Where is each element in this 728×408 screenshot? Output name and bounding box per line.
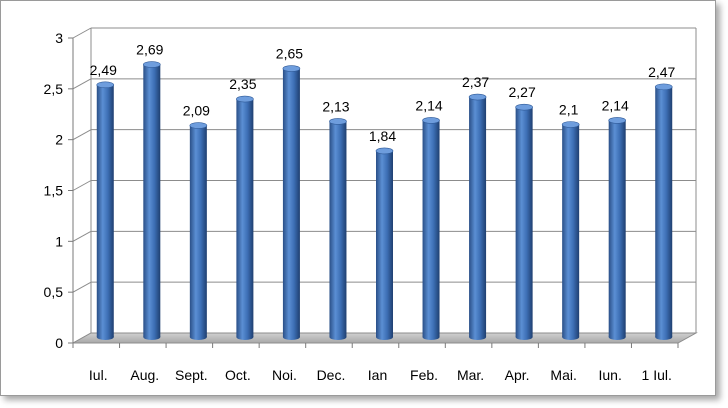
data-label: 1,84 — [369, 128, 396, 144]
bar — [329, 118, 347, 340]
bar-top — [515, 103, 533, 111]
bar-top — [422, 117, 440, 124]
wall-tick — [72, 27, 92, 39]
bar-top — [561, 121, 580, 128]
bar — [236, 95, 254, 340]
x-tick-labels: Iul. Aug. Sept. Oct. Noi. Dec. Ian Feb. Mar. Apr.… — [89, 367, 672, 383]
bar-body — [608, 120, 626, 337]
bar-base — [422, 334, 440, 340]
x-tick-label: Iun. — [599, 367, 622, 383]
bar-top — [329, 118, 347, 125]
bar-top — [236, 95, 254, 103]
bar-top — [143, 61, 161, 68]
x-tick-label: Dec. — [317, 367, 346, 383]
bar-body — [376, 150, 393, 337]
bar-body — [562, 124, 580, 337]
bar-top — [468, 93, 487, 101]
bar-body — [282, 68, 300, 337]
bar — [189, 122, 208, 340]
bar — [515, 103, 533, 340]
bar-base — [515, 334, 533, 340]
bar-base — [236, 334, 254, 340]
bar-base — [562, 334, 580, 340]
chart-frame — [0, 0, 716, 396]
wall-tick — [72, 180, 92, 191]
bar-base — [96, 334, 114, 340]
y-tick-label: 0 — [55, 335, 63, 351]
data-label: 2,47 — [648, 64, 675, 80]
wall-tick — [72, 230, 92, 242]
bar — [422, 117, 440, 340]
bar-base — [608, 334, 626, 340]
data-label: 2,27 — [508, 84, 535, 100]
bar — [96, 81, 115, 340]
bar-body — [143, 64, 161, 338]
wall-tick — [72, 129, 92, 141]
x-tick-label: Mai. — [550, 367, 576, 383]
bar-body — [655, 86, 673, 337]
data-label: 2,13 — [322, 98, 349, 114]
x-tick-label: Ian — [368, 367, 387, 383]
bar-body — [236, 99, 254, 337]
bar — [608, 117, 626, 340]
bar — [282, 65, 301, 340]
bar-body — [96, 84, 114, 337]
x-tick-label: Iul. — [89, 367, 108, 383]
value-labels: 2,49 2,69 2,09 2,35 2,65 2,13 1,84 2,14 2,37 2,27… — [90, 42, 676, 144]
data-label: 2,1 — [559, 102, 579, 118]
x-tick-label: Noi. — [272, 367, 297, 383]
bar — [654, 83, 673, 340]
wall-tick — [72, 78, 92, 90]
x-tick-label: Aug. — [130, 367, 159, 383]
bar — [468, 93, 487, 340]
data-label: 2,09 — [183, 103, 210, 119]
x-tick-label: 1 Iul. — [642, 367, 672, 383]
bar-body — [469, 97, 487, 337]
y-tick-label: 2,5 — [44, 81, 64, 97]
bar-body — [329, 121, 347, 337]
bar-top — [654, 83, 673, 91]
data-label: 2,14 — [415, 97, 442, 113]
bar-body — [515, 107, 533, 337]
bar — [375, 147, 394, 340]
x-tick-label: Oct. — [225, 367, 251, 383]
bar-base — [469, 334, 487, 340]
y-tick-labels: 0 0,5 1 1,5 2 2,5 3 — [44, 30, 64, 351]
bar-top — [608, 117, 626, 124]
bar-body — [189, 125, 207, 338]
gridlines — [91, 27, 696, 283]
bar-base — [189, 334, 207, 340]
bar-top — [282, 65, 301, 72]
bar-body — [422, 120, 440, 337]
bar-base — [376, 334, 393, 340]
x-tick-label: Sept. — [175, 367, 208, 383]
x-tick-label: Feb. — [410, 367, 438, 383]
data-label: 2,35 — [229, 76, 256, 92]
x-tick-label: Mar. — [457, 367, 484, 383]
y-tick-label: 3 — [55, 30, 63, 46]
bar-base — [282, 334, 300, 340]
data-label: 2,69 — [136, 42, 163, 58]
y-tick-label: 1,5 — [44, 183, 64, 199]
y-tick-label: 0,5 — [44, 284, 64, 300]
x-tick-label: Apr. — [505, 367, 530, 383]
bar-top — [189, 122, 208, 129]
y-tick-label: 1 — [55, 233, 63, 249]
data-label: 2,65 — [276, 46, 303, 62]
bar-base — [655, 334, 673, 340]
data-label: 2,49 — [90, 62, 117, 78]
y-tick-label: 2 — [55, 132, 63, 148]
bar-top — [375, 147, 394, 155]
bar-base — [329, 334, 347, 340]
data-label: 2,37 — [462, 74, 489, 90]
bar-top — [96, 81, 115, 89]
bars — [96, 61, 673, 340]
bar — [143, 61, 161, 340]
wall-tick — [72, 281, 92, 293]
data-label: 2,14 — [602, 97, 629, 113]
bar — [561, 121, 580, 340]
bar-base — [143, 334, 161, 340]
